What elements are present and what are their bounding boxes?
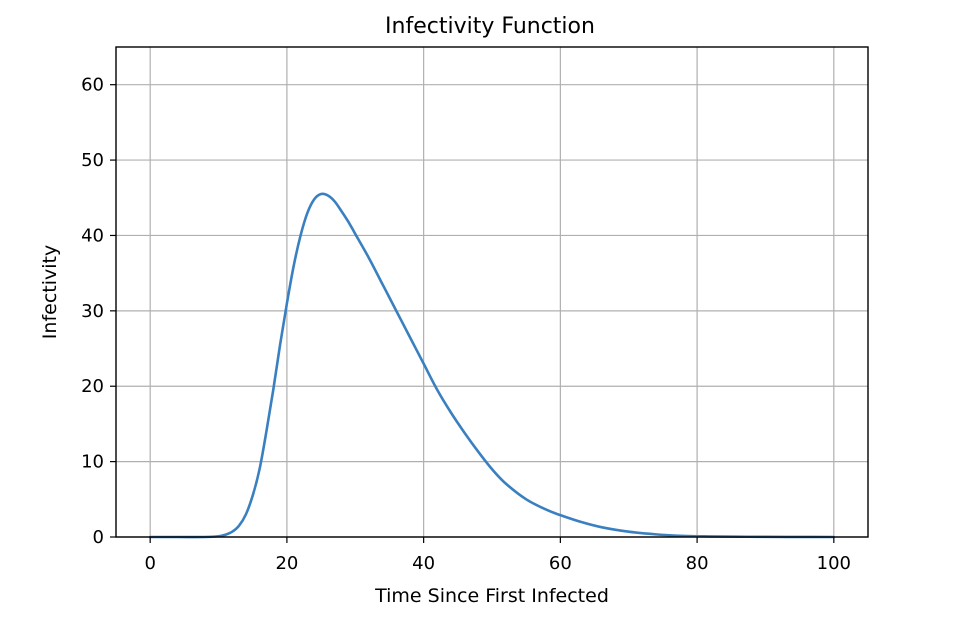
y-tick-label: 50	[81, 150, 104, 171]
x-tick-label: 100	[817, 553, 851, 574]
gridlines	[116, 47, 868, 538]
y-axis-label: Infectivity	[39, 245, 61, 339]
y-tick-label: 10	[81, 452, 104, 473]
series-layer	[148, 192, 836, 539]
ticks: 0 20 40 60 80 100 0 10 20 30 40 50 60	[81, 75, 851, 574]
x-tick-label: 20	[275, 553, 298, 574]
chart-title: Infectivity Function	[385, 14, 595, 39]
x-tick-label: 80	[686, 553, 709, 574]
y-tick-label: 40	[81, 225, 104, 246]
series-line	[148, 192, 836, 539]
x-tick-label: 60	[549, 553, 572, 574]
y-tick-label: 60	[81, 75, 104, 96]
y-tick-label: 30	[81, 301, 104, 322]
y-tick-label: 0	[93, 527, 104, 548]
x-tick-label: 40	[412, 553, 435, 574]
x-tick-label: 0	[144, 553, 155, 574]
y-tick-label: 20	[81, 376, 104, 397]
x-axis-label: Time Since First Infected	[374, 585, 609, 607]
plot-frame	[115, 46, 869, 538]
